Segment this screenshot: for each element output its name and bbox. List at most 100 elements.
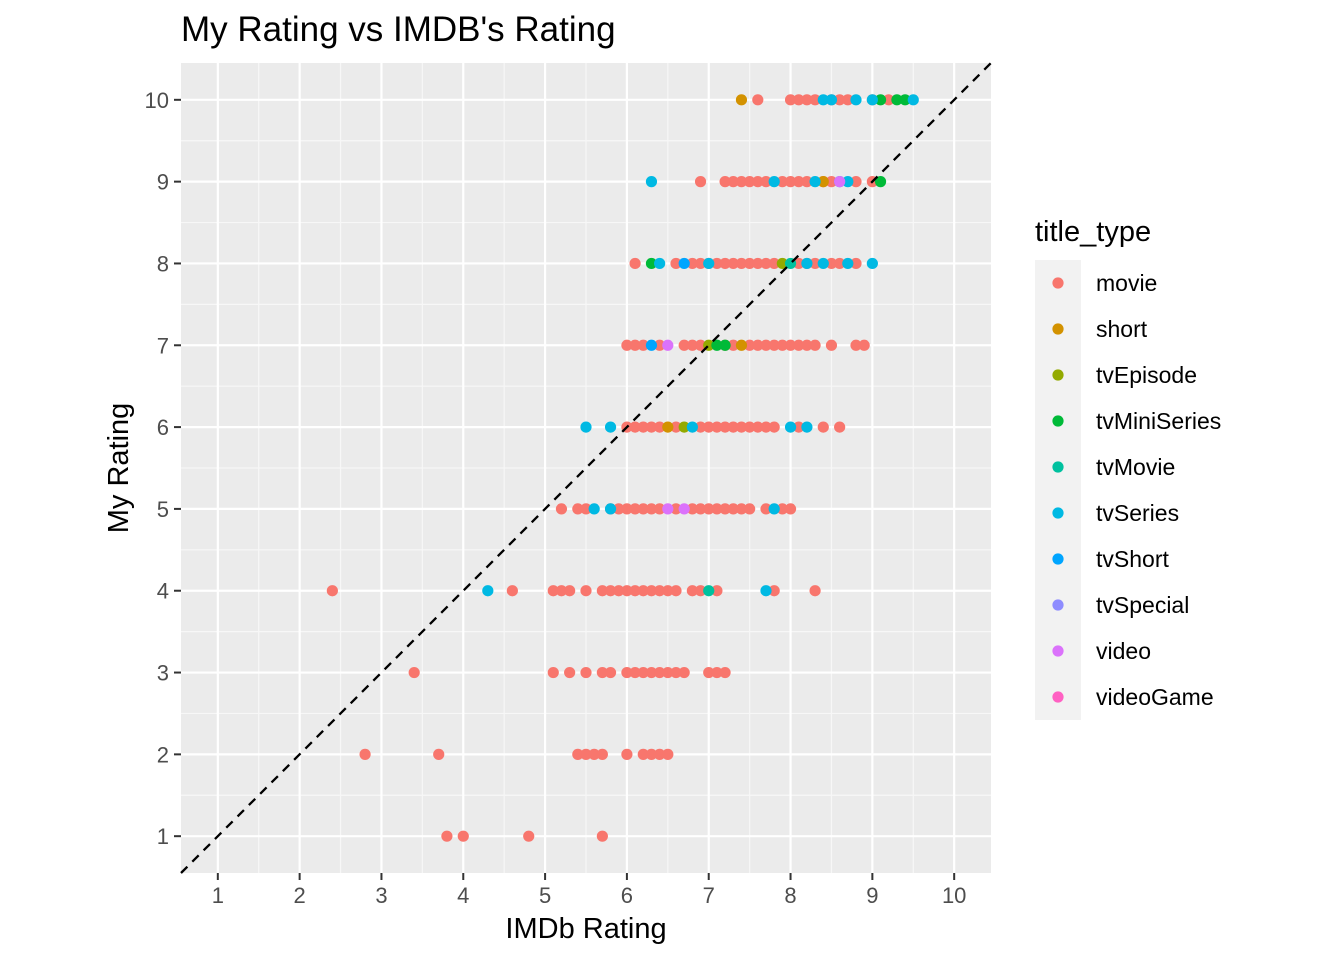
point-tvMiniSeries <box>874 94 887 106</box>
point-movie <box>850 339 862 351</box>
point-tvSeries <box>760 585 772 597</box>
point-movie <box>825 257 838 270</box>
point-tvSeries <box>907 94 919 106</box>
point-movie <box>719 503 731 515</box>
point-movie <box>825 176 838 188</box>
point-movie <box>604 585 617 597</box>
point-tvSeries <box>604 421 617 433</box>
point-tvSeries <box>842 176 854 188</box>
point-movie <box>784 339 797 351</box>
point-movie <box>694 421 707 433</box>
legend-key-background <box>1035 260 1081 720</box>
point-movie <box>768 421 780 433</box>
point-tvMiniSeries <box>891 94 903 106</box>
point-movie <box>506 585 518 597</box>
minor-gridlines <box>181 63 991 873</box>
point-tvSeries <box>703 257 715 270</box>
point-movie <box>433 748 445 760</box>
point-movie <box>555 503 568 515</box>
point-tvSeries <box>768 503 780 515</box>
point-movie <box>727 176 739 188</box>
point-movie <box>359 748 371 760</box>
point-movie <box>825 339 838 351</box>
point-movie <box>654 585 666 597</box>
point-movie <box>776 176 788 188</box>
point-movie <box>744 176 756 188</box>
point-movie <box>613 503 625 515</box>
data-points <box>326 94 919 842</box>
point-tvSeries <box>580 421 592 433</box>
point-movie <box>678 666 690 679</box>
point-movie <box>645 748 658 760</box>
point-tvSeries <box>784 421 797 433</box>
point-movie <box>457 830 469 842</box>
point-movie <box>621 503 633 515</box>
point-tvShort <box>645 339 658 351</box>
point-movie <box>703 666 715 679</box>
point-tvMiniSeries <box>874 176 887 188</box>
point-movie <box>784 503 797 515</box>
point-movie <box>596 748 608 760</box>
point-movie <box>711 585 723 597</box>
y-tick-label: 5 <box>157 497 169 522</box>
point-movie <box>817 421 829 433</box>
point-tvSeries <box>825 94 838 106</box>
point-movie <box>613 585 625 597</box>
x-axis-title: IMDb Rating <box>505 913 666 945</box>
legend-label-tvMiniSeries: tvMiniSeries <box>1096 408 1221 434</box>
point-movie <box>621 339 633 351</box>
point-movie <box>670 257 682 270</box>
point-short <box>662 421 674 433</box>
point-movie <box>621 585 633 597</box>
point-movie <box>744 421 756 433</box>
point-movie <box>629 421 641 433</box>
point-tvSeries <box>768 176 780 188</box>
point-movie <box>580 666 592 679</box>
point-movie <box>686 503 698 515</box>
point-tvSeries <box>817 94 829 106</box>
point-tvSeries <box>866 257 878 270</box>
point-movie <box>768 339 780 351</box>
point-movie <box>694 585 707 597</box>
point-movie <box>793 257 805 270</box>
point-tvMiniSeries <box>711 339 723 351</box>
point-movie <box>694 257 707 270</box>
point-movie <box>834 421 846 433</box>
point-movie <box>637 421 649 433</box>
point-movie <box>580 503 592 515</box>
point-movie <box>637 585 649 597</box>
point-movie <box>711 421 723 433</box>
point-movie <box>727 421 739 433</box>
x-tick-label: 10 <box>942 883 966 908</box>
y-tick-label: 3 <box>157 661 169 686</box>
legend-label-tvMovie: tvMovie <box>1096 454 1175 480</box>
legend-key-tvMovie <box>1052 461 1064 473</box>
point-movie <box>637 339 649 351</box>
point-movie <box>654 666 666 679</box>
point-tvShort <box>678 257 690 270</box>
point-movie <box>694 503 707 515</box>
legend-title: title_type <box>1035 216 1151 248</box>
point-movie <box>637 503 649 515</box>
legend-label-tvSeries: tvSeries <box>1096 500 1179 526</box>
point-movie <box>678 339 690 351</box>
point-tvSeries <box>645 176 658 188</box>
point-movie <box>596 585 608 597</box>
point-short <box>817 176 829 188</box>
y-axis-ticks: 1 2 3 4 5 6 7 8 9 10 <box>145 88 181 849</box>
point-movie <box>645 503 658 515</box>
point-movie <box>670 421 682 433</box>
point-movie <box>752 176 764 188</box>
point-movie <box>727 257 739 270</box>
point-movie <box>834 257 846 270</box>
point-movie <box>694 176 707 188</box>
point-tvSeries <box>809 176 821 188</box>
point-movie <box>809 585 821 597</box>
point-tvSeries <box>588 503 600 515</box>
legend: title_type movie short tvEpisode tvMiniSeri… <box>1035 216 1221 720</box>
point-movie <box>547 585 559 597</box>
point-movie <box>408 666 420 679</box>
legend-label-tvSpecial: tvSpecial <box>1096 592 1189 618</box>
point-movie <box>735 176 748 188</box>
legend-label-video: video <box>1096 638 1151 664</box>
